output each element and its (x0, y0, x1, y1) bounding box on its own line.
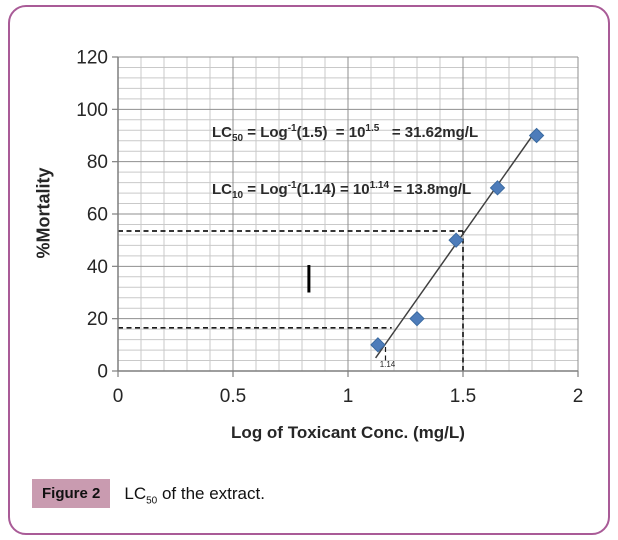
lc50-chart: 1.14 0 20 40 60 80 100 120 0 0.5 1 1.5 2 %Mortality … (33, 48, 584, 443)
data-point (528, 127, 545, 144)
y-tick-label: 120 (76, 48, 108, 69)
x-tick-label: 1 (343, 386, 354, 407)
data-point (489, 180, 506, 196)
y-tick-label: 0 (97, 362, 108, 383)
lc-calculation-annotation: LC50 = Log-1(1.5) = 101.5 = 31.62mg/L LC… (212, 85, 478, 237)
y-tick-label: 80 (87, 152, 108, 173)
x-tick-label: 0 (113, 386, 124, 407)
y-axis-title: %Mortality (33, 167, 54, 259)
x-tick-label: 2 (573, 386, 584, 407)
x-tick-label: 0.5 (220, 386, 246, 407)
x-tick-label: 1.5 (450, 386, 476, 407)
y-tick-label: 20 (87, 309, 108, 330)
data-point (370, 337, 386, 353)
y-tick-label: 100 (76, 100, 108, 121)
figure-caption-label: Figure 2 (32, 479, 111, 508)
data-point (409, 310, 425, 327)
x-axis-title: Log of Toxicant Conc. (mg/L) (231, 423, 465, 442)
lc50-equation: LC50 = Log-1(1.5) = 101.5 = 31.62mg/L (212, 123, 479, 144)
lc10-equation: LC10 = Log-1(1.14) = 101.14 = 13.8mg/L (212, 180, 472, 201)
data-point (448, 232, 464, 248)
y-tick-label: 60 (87, 205, 108, 226)
lc10-x-value-label: 1.14 (380, 360, 396, 369)
figure-caption-text: LC50 of the extract. (124, 483, 265, 506)
y-tick-label: 40 (87, 257, 108, 278)
plot-area: 1.14 0 20 40 60 80 100 120 0 0.5 1 1.5 2 (76, 48, 584, 408)
figure-caption: Figure 2 LC50 of the extract. (32, 479, 265, 508)
